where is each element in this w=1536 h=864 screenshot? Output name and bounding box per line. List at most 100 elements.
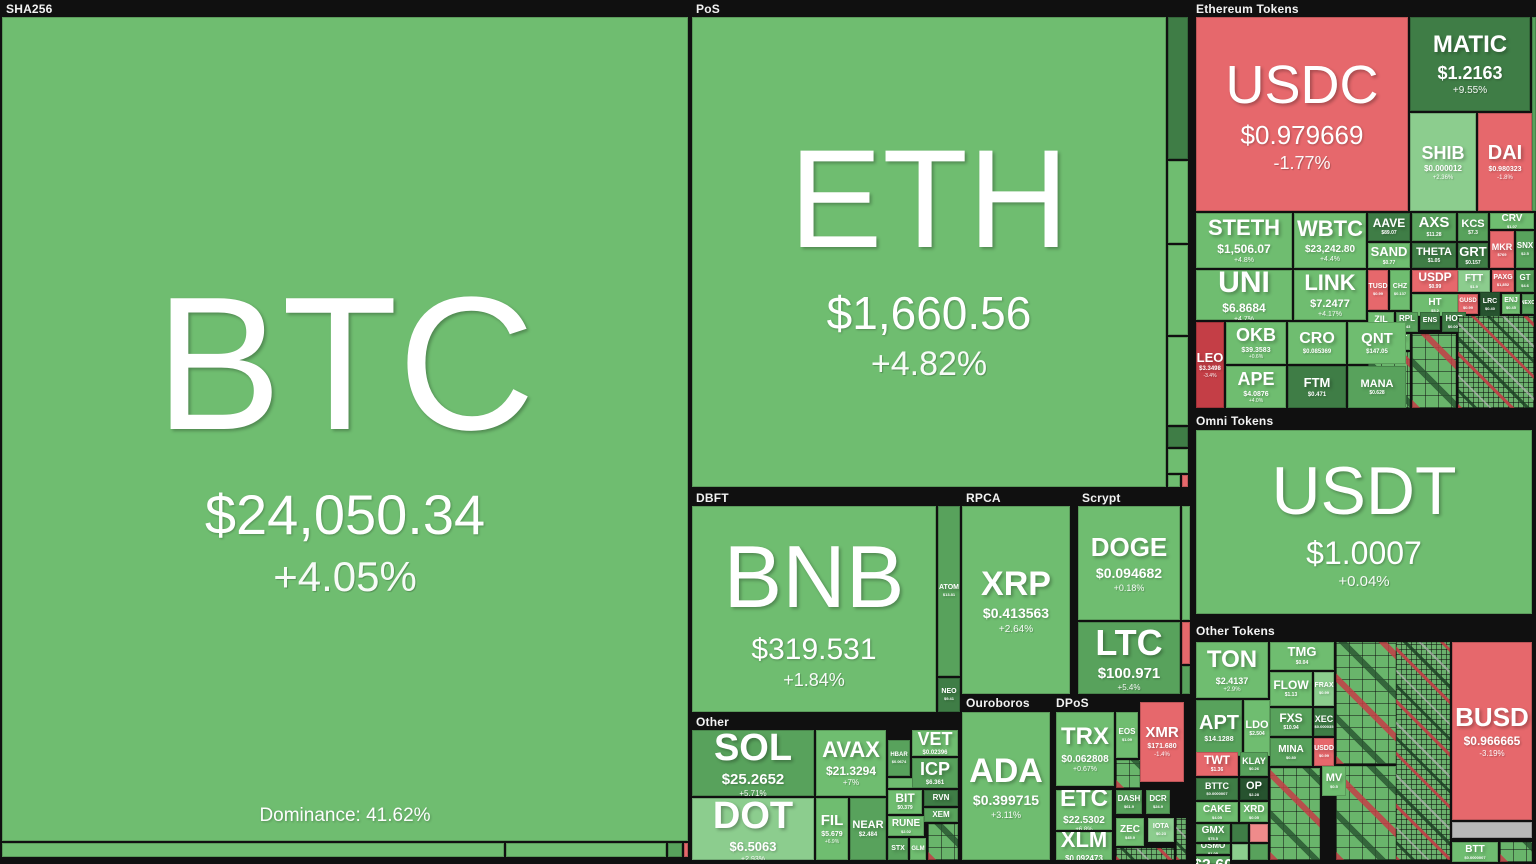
mosaic-cells[interactable]	[928, 824, 958, 860]
cell-usdp[interactable]: USDP $0.99	[1412, 270, 1458, 292]
mosaic-cells[interactable]	[1412, 334, 1456, 408]
cell-mana[interactable]: MANA $0.628	[1348, 366, 1406, 408]
cell-shib[interactable]: SHIB $0.000012 +2.36%	[1410, 113, 1476, 211]
cell-cro[interactable]: CRO $0.085369	[1288, 322, 1346, 364]
cell-xec[interactable]: XEC $0.000035	[1314, 708, 1334, 736]
cell-usdc[interactable]: USDC $0.979669 -1.77%	[1196, 17, 1408, 211]
cell-xrp[interactable]: XRP $0.413563 +2.64%	[962, 506, 1070, 694]
cell-ldo[interactable]: LDO $2.504	[1244, 700, 1270, 756]
treemap-tile[interactable]	[1168, 449, 1188, 473]
cell-paxg[interactable]: PAXG $1,852	[1492, 270, 1514, 292]
treemap-tile[interactable]	[1232, 824, 1248, 842]
cell-chz[interactable]: CHZ $0.137	[1390, 270, 1410, 310]
cell-frax[interactable]: FRAX $0.99	[1314, 672, 1334, 706]
treemap-tile[interactable]	[1182, 666, 1190, 694]
cell-op[interactable]: OP $2.28	[1240, 778, 1268, 800]
cell-sol[interactable]: SOL $25.2652 +5.71%	[692, 730, 814, 796]
cell-icp[interactable]: ICP $6.361	[912, 758, 958, 788]
mosaic-cells[interactable]	[1176, 818, 1186, 860]
cell-bttc[interactable]: BTTC $0.0000007	[1196, 778, 1238, 800]
cell-ftm[interactable]: FTM $0.471	[1288, 366, 1346, 408]
cell-okb[interactable]: OKB $39.3583 +0.6%	[1226, 322, 1286, 364]
cell-matic[interactable]: MATIC $1.2163 +9.55%	[1410, 17, 1530, 111]
cell-near[interactable]: NEAR $2.484	[850, 798, 886, 860]
cell-gmx[interactable]: GMX $75.5	[1196, 824, 1230, 842]
treemap-tile[interactable]	[1452, 822, 1532, 838]
mosaic-cells[interactable]	[1396, 642, 1450, 860]
cell-rune[interactable]: RUNE $2.02	[888, 816, 924, 836]
cell-btt[interactable]: BTT $0.0000007	[1452, 842, 1498, 862]
cell-rvn[interactable]: RVN	[924, 790, 958, 806]
cell-stx[interactable]: STX	[888, 838, 908, 860]
mosaic-cells[interactable]	[1116, 760, 1140, 788]
cell-lrc[interactable]: LRC $0.40	[1480, 292, 1500, 318]
cell-fxs[interactable]: FXS $10.94	[1270, 708, 1312, 736]
treemap-tile[interactable]	[1532, 17, 1536, 211]
cell-tusd[interactable]: TUSD $0.99	[1368, 270, 1388, 310]
treemap-tile[interactable]	[1182, 475, 1188, 487]
cell-doge[interactable]: DOGE $0.094682 +0.18%	[1078, 506, 1180, 620]
treemap-tile[interactable]	[888, 778, 922, 788]
cell-xmr[interactable]: XMR $171.680 -1.4%	[1140, 702, 1184, 782]
mosaic-cells[interactable]	[1116, 848, 1174, 860]
cell-enj[interactable]: ENJ $0.45	[1502, 294, 1520, 314]
treemap-tile[interactable]	[1168, 337, 1188, 425]
cell-fil[interactable]: FIL $5.679 +6.9%	[816, 798, 848, 860]
cell-ada[interactable]: ADA $0.399715 +3.11%	[962, 712, 1050, 860]
cell-ht[interactable]: HT $5.2	[1412, 294, 1458, 316]
cell-ftt[interactable]: FTT $1.9	[1458, 270, 1490, 292]
cell-theta[interactable]: THETA $1.05	[1412, 243, 1456, 268]
cell-flow[interactable]: FLOW $1.13	[1270, 672, 1312, 706]
cell-xlm[interactable]: XLM $0.092473	[1056, 832, 1112, 860]
cell-dot[interactable]: DOT $6.5063 +2.93%	[692, 798, 814, 860]
cell-klay[interactable]: KLAY $0.26	[1240, 752, 1268, 776]
cell-grt[interactable]: GRT $0.157	[1458, 243, 1488, 268]
cell-uni[interactable]: UNI $6.8684 +4.7%	[1196, 270, 1292, 320]
cell-snx[interactable]: SNX $2.5	[1516, 231, 1534, 268]
cell-ton[interactable]: TON $2.4137 +2.9%	[1196, 642, 1268, 698]
cell-osmo[interactable]: OSMO $1.05	[1196, 844, 1230, 854]
cell-mina[interactable]: MINA $0.80	[1270, 738, 1312, 766]
cell-avax[interactable]: AVAX $21.3294 +7%	[816, 730, 886, 796]
cell-ens[interactable]: ENS	[1420, 312, 1440, 330]
cell-dai[interactable]: DAI $0.980323 -1.8%	[1478, 113, 1532, 211]
cell-apt[interactable]: APT $14.1288	[1196, 700, 1242, 756]
treemap-tile[interactable]	[1168, 245, 1188, 335]
cell-atom[interactable]: ATOM $13.81	[938, 506, 960, 676]
cell-etc[interactable]: ETC $22.5302+6.8%	[1056, 790, 1112, 830]
cell-iota[interactable]: IOTA $0.23	[1148, 818, 1174, 842]
cell-dcr[interactable]: DCR $24.9	[1146, 790, 1170, 814]
cell-gusd[interactable]: GUSD $0.99	[1458, 294, 1478, 314]
treemap-tile[interactable]	[1250, 844, 1268, 860]
treemap-tile[interactable]	[1232, 844, 1248, 860]
treemap-tile[interactable]	[1168, 161, 1188, 243]
cell-btc[interactable]: BTC $24,050.34 +4.05% Dominance: 41.62%	[2, 17, 688, 841]
cell-tmg[interactable]: TMG $0.04	[1270, 642, 1334, 670]
treemap-tile[interactable]	[1182, 506, 1190, 620]
cell-bnb[interactable]: BNB $319.531 +1.84%	[692, 506, 936, 712]
cell-xem[interactable]: XEM	[924, 808, 958, 822]
treemap-tile[interactable]	[1168, 475, 1180, 487]
cell-busd[interactable]: BUSD $0.966665 -3.19%	[1452, 642, 1532, 820]
mosaic-cells[interactable]	[1336, 766, 1396, 860]
cell-eth[interactable]: ETH $1,660.56 +4.82%	[692, 17, 1166, 487]
cell-aave[interactable]: AAVE $89.07	[1368, 213, 1410, 241]
cell-mv[interactable]: MV $0.5	[1322, 766, 1346, 796]
cell-kcs[interactable]: KCS $7.3	[1458, 213, 1488, 241]
treemap-tile[interactable]	[684, 843, 688, 857]
cell-dydx[interactable]: DYDX$2.60	[1196, 856, 1230, 864]
cell-nexo[interactable]: NEXO	[1522, 294, 1534, 314]
treemap-tile[interactable]	[2, 843, 504, 857]
mosaic-cells[interactable]	[1270, 768, 1320, 860]
cell-trx[interactable]: TRX $0.062808 +0.67%	[1056, 712, 1114, 786]
cell-crv[interactable]: CRV $1.07	[1490, 213, 1534, 229]
cell-wbtc[interactable]: WBTC $23,242.80 +4.4%	[1294, 213, 1366, 268]
cell-gt[interactable]: GT $4.6	[1516, 270, 1534, 292]
treemap-tile[interactable]	[1168, 427, 1188, 447]
cell-twt[interactable]: TWT $1.36	[1196, 752, 1238, 776]
cell-ltc[interactable]: LTC $100.971 +5.4%	[1078, 622, 1180, 694]
cell-mkr[interactable]: MKR $769	[1490, 231, 1514, 268]
cell-vet[interactable]: VET $0.02396	[912, 730, 958, 756]
cell-link[interactable]: LINK $7.2477 +4.17%	[1294, 270, 1366, 320]
cell-eos[interactable]: EOS $1.09	[1116, 712, 1138, 758]
